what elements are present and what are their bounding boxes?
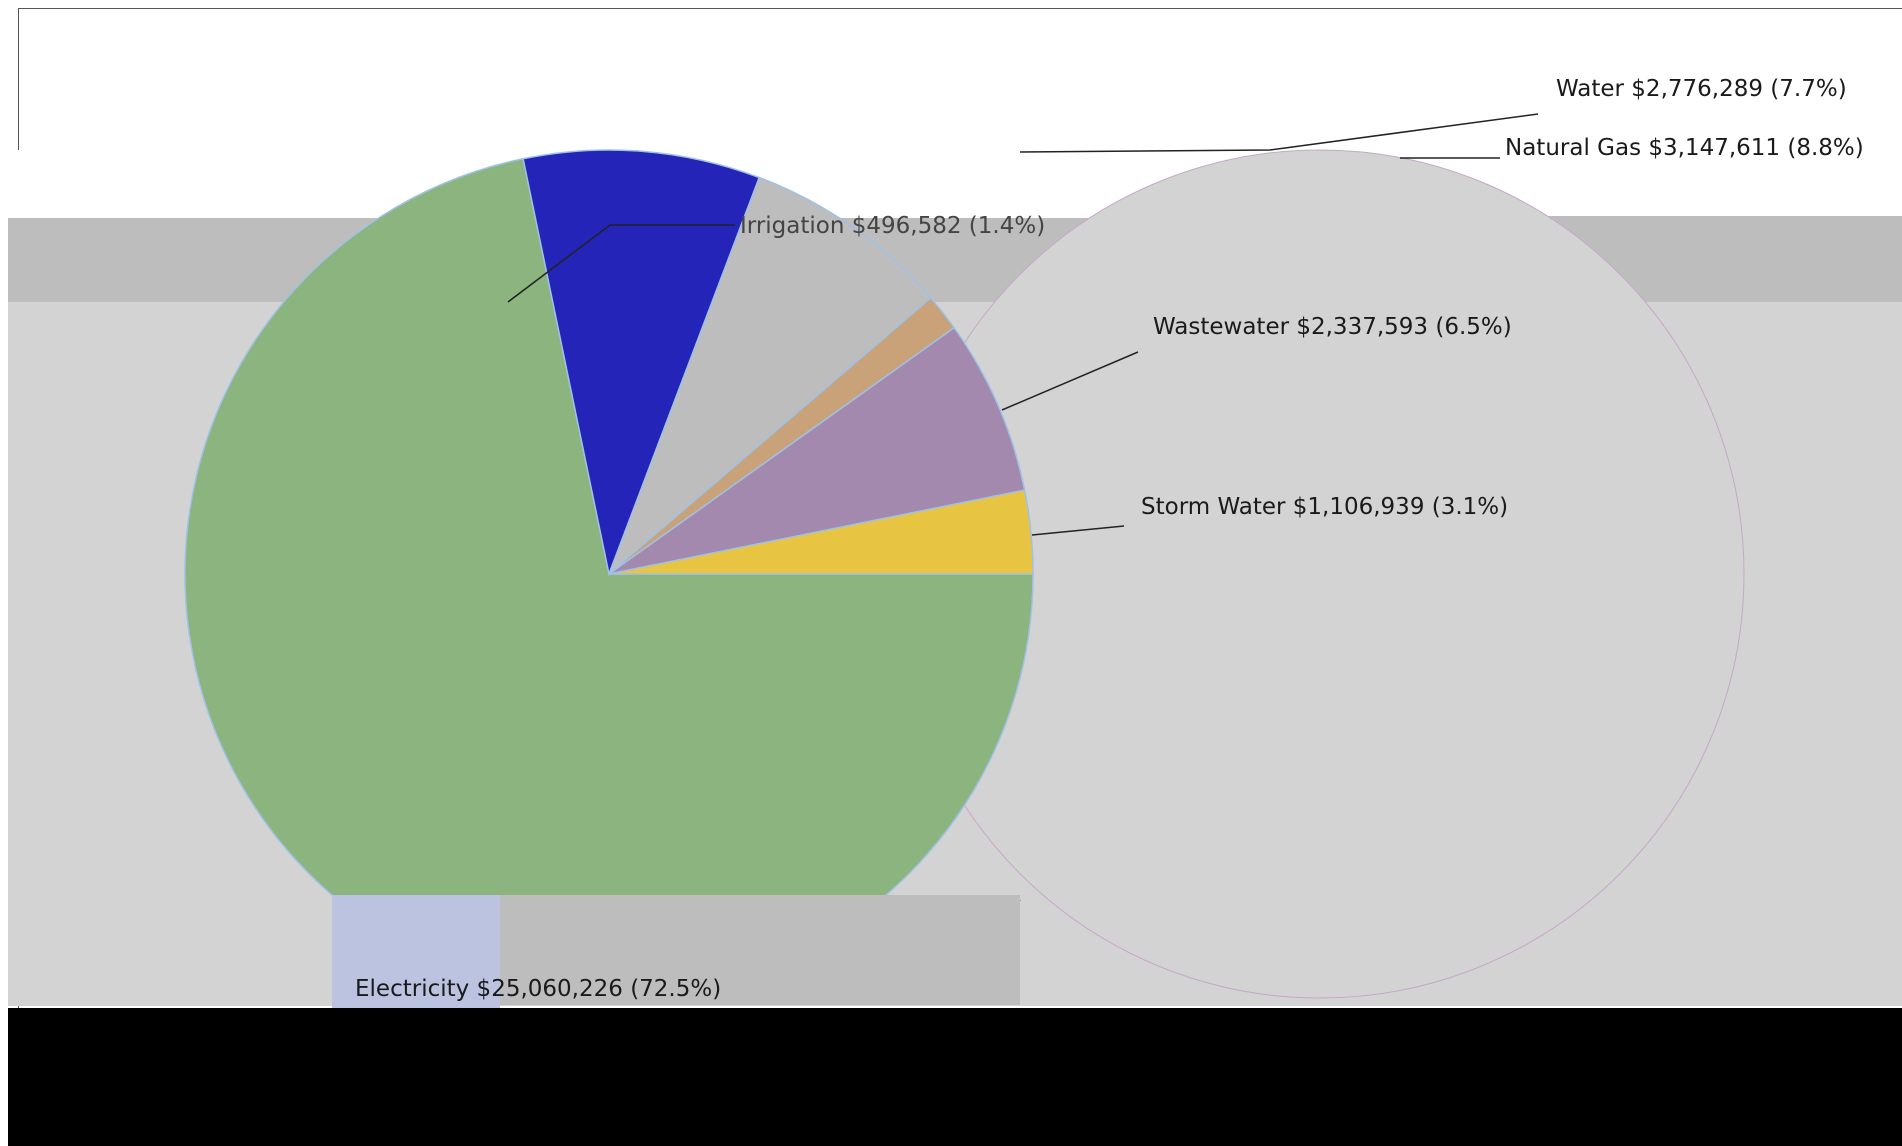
- leader-storm-water: [1031, 525, 1125, 536]
- pie-slice-natural-gas: [522, 149, 761, 577]
- label-electricity: Electricity $25,060,226 (72.5%): [355, 976, 722, 1002]
- leader-water: [1019, 113, 1539, 153]
- label-natural-gas: Natural Gas $3,147,611 (8.8%): [1505, 135, 1864, 161]
- label-water: Water $2,776,289 (7.7%): [1556, 76, 1847, 102]
- label-irrigation: Irrigation $496,582 (1.4%): [740, 213, 1046, 239]
- leader-wastewater: [1001, 351, 1139, 411]
- label-storm-water: Storm Water $1,106,939 (3.1%): [1141, 494, 1509, 520]
- render-artifact-black-area: [8, 1008, 1902, 1146]
- pie-slice-storm-water: [608, 489, 1034, 575]
- label-wastewater: Wastewater $2,337,593 (6.5%): [1153, 314, 1512, 340]
- leader-irrigation: [507, 224, 735, 303]
- pie-slice-water: [608, 176, 932, 575]
- render-artifact-box: [500, 895, 1020, 1005]
- pie-slice-wastewater: [608, 326, 1026, 575]
